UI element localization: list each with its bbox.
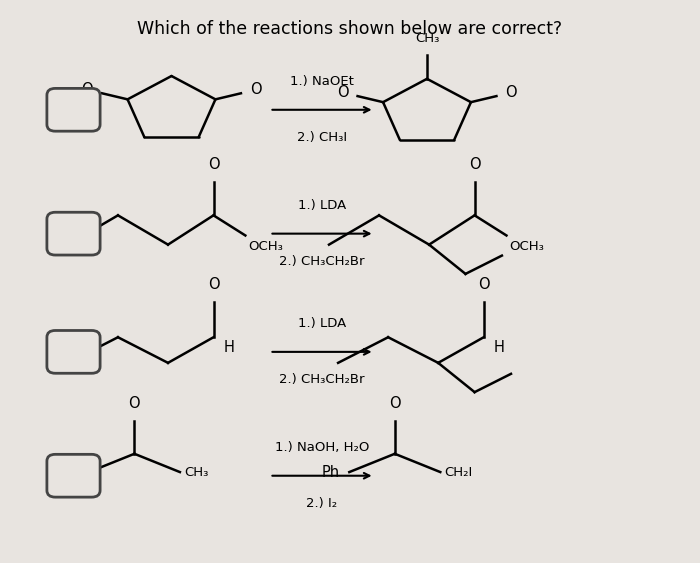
Text: 2.) CH₃CH₂Br: 2.) CH₃CH₂Br xyxy=(279,255,365,268)
Text: Which of the reactions shown below are correct?: Which of the reactions shown below are c… xyxy=(137,20,563,38)
Text: 1.) LDA: 1.) LDA xyxy=(298,199,346,212)
Text: 2.) CH₃I: 2.) CH₃I xyxy=(297,131,347,144)
Text: OCH₃: OCH₃ xyxy=(248,240,283,253)
Text: O: O xyxy=(337,85,349,100)
FancyBboxPatch shape xyxy=(47,454,100,497)
Text: O: O xyxy=(478,278,489,292)
Text: O: O xyxy=(129,396,140,411)
Text: CH₃: CH₃ xyxy=(415,32,439,45)
FancyBboxPatch shape xyxy=(47,88,100,131)
Text: H: H xyxy=(494,340,505,355)
Text: O: O xyxy=(208,278,219,292)
Text: 2.) I₂: 2.) I₂ xyxy=(307,497,337,510)
Text: O: O xyxy=(250,82,262,97)
Text: O: O xyxy=(389,396,400,411)
Text: O: O xyxy=(208,157,219,172)
Text: H: H xyxy=(223,340,235,355)
Text: CH₂I: CH₂I xyxy=(444,466,472,479)
FancyBboxPatch shape xyxy=(47,330,100,373)
Text: Ph: Ph xyxy=(322,464,340,480)
Text: O: O xyxy=(81,82,93,97)
Text: OCH₃: OCH₃ xyxy=(509,240,544,253)
Text: O: O xyxy=(505,85,517,100)
Text: 1.) NaOH, H₂O: 1.) NaOH, H₂O xyxy=(275,441,369,454)
Text: 2.) CH₃CH₂Br: 2.) CH₃CH₂Br xyxy=(279,373,365,386)
Text: CH₃: CH₃ xyxy=(184,466,209,479)
Text: 1.) NaOEt: 1.) NaOEt xyxy=(290,75,354,88)
Text: O: O xyxy=(469,157,480,172)
FancyBboxPatch shape xyxy=(47,212,100,255)
Text: Ph: Ph xyxy=(62,464,80,480)
Text: 1.) LDA: 1.) LDA xyxy=(298,318,346,330)
